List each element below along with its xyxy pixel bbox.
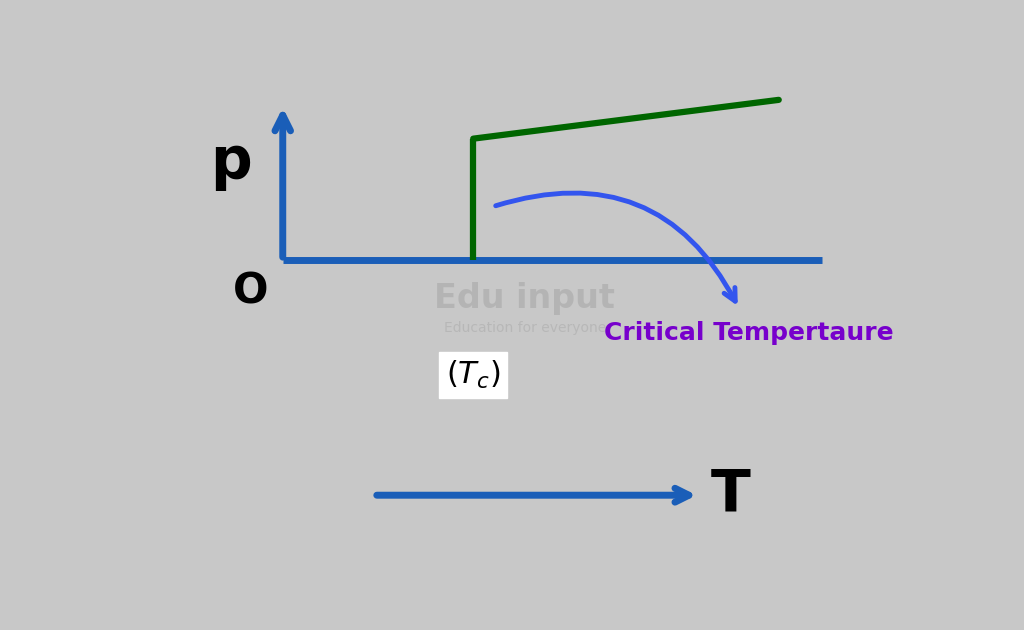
- Text: O: O: [233, 270, 268, 312]
- Text: Critical Tempertaure: Critical Tempertaure: [604, 321, 894, 345]
- Text: p: p: [210, 134, 252, 192]
- Text: T: T: [712, 467, 751, 524]
- Text: Edu input: Edu input: [434, 282, 615, 315]
- Text: $(T_c)$: $(T_c)$: [446, 359, 501, 391]
- Text: Education for everyone: Education for everyone: [443, 321, 606, 335]
